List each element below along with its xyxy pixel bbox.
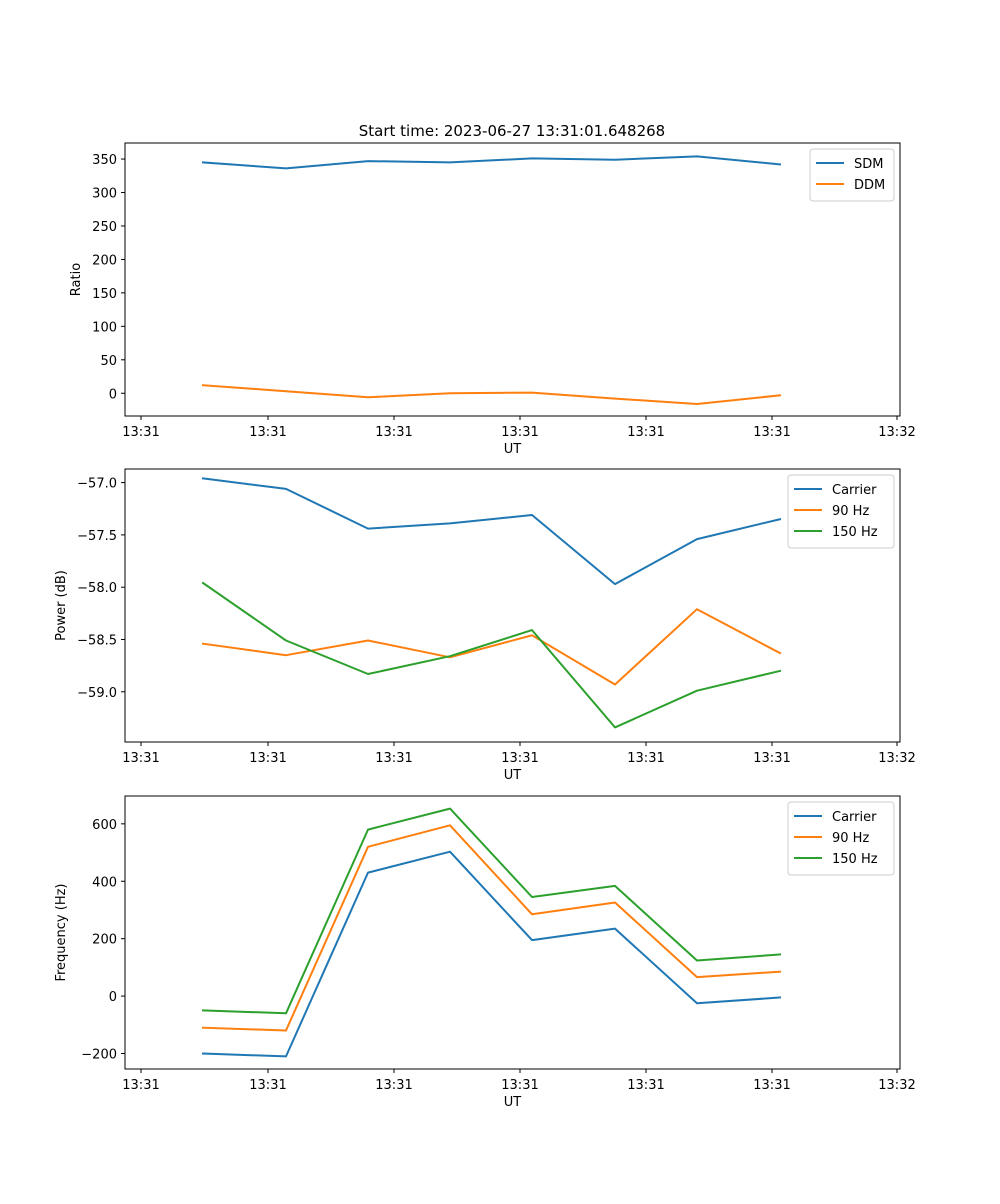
y-tick-label: 600	[92, 818, 117, 833]
legend-label: 150 Hz	[832, 852, 878, 867]
x-axis-label: UT	[504, 442, 522, 457]
legend: Carrier 90 Hz 150 Hz	[788, 475, 894, 548]
x-tick-label: 13:31	[249, 751, 286, 766]
y-tick-label: 200	[92, 933, 117, 948]
y-axis-label: Power (dB)	[54, 570, 69, 641]
chart-title: Start time: 2023-06-27 13:31:01.648268	[359, 122, 665, 140]
y-tick-label: 0	[109, 990, 117, 1005]
y-tick-label: 350	[92, 153, 117, 168]
x-tick-label: 13:32	[878, 1078, 915, 1093]
x-tick-label: 13:31	[249, 425, 286, 440]
x-tick-label: 13:31	[249, 1078, 286, 1093]
x-tick-label: 13:31	[627, 751, 664, 766]
y-tick-label: −57.5	[77, 529, 117, 544]
x-axis-label: UT	[504, 1095, 522, 1110]
x-tick-label: 13:31	[627, 1078, 664, 1093]
x-tick-label: 13:31	[501, 1078, 538, 1093]
x-tick-label: 13:31	[753, 425, 790, 440]
y-tick-label: −58.0	[77, 581, 117, 596]
y-tick-label: −58.5	[77, 633, 117, 648]
legend-label: Carrier	[832, 810, 877, 825]
x-tick-label: 13:31	[375, 751, 412, 766]
y-tick-label: −200	[81, 1047, 117, 1062]
y-tick-label: 200	[92, 253, 117, 268]
legend-label: 90 Hz	[832, 831, 869, 846]
x-tick-label: 13:31	[501, 425, 538, 440]
y-tick-label: 300	[92, 187, 117, 202]
x-tick-label: 13:32	[878, 751, 915, 766]
legend-label: DDM	[854, 178, 885, 193]
legend: Carrier 90 Hz 150 Hz	[788, 802, 894, 875]
x-tick-label: 13:31	[375, 425, 412, 440]
x-tick-label: 13:31	[375, 1078, 412, 1093]
y-tick-label: −57.0	[77, 477, 117, 492]
legend-label: SDM	[854, 157, 883, 172]
x-tick-label: 13:32	[878, 425, 915, 440]
y-tick-label: 400	[92, 875, 117, 890]
y-axis-label: Frequency (Hz)	[54, 883, 69, 981]
x-tick-label: 13:31	[501, 751, 538, 766]
y-tick-label: 250	[92, 220, 117, 235]
legend: SDM DDM	[810, 149, 894, 201]
x-axis-label: UT	[504, 768, 522, 783]
y-tick-label: 0	[109, 387, 117, 402]
legend-label: 150 Hz	[832, 525, 878, 540]
x-tick-label: 13:31	[122, 1078, 159, 1093]
legend-label: 90 Hz	[832, 504, 869, 519]
x-tick-label: 13:31	[122, 425, 159, 440]
x-tick-label: 13:31	[753, 751, 790, 766]
y-tick-label: 150	[92, 287, 117, 302]
x-tick-label: 13:31	[627, 425, 664, 440]
x-tick-label: 13:31	[122, 751, 159, 766]
x-tick-label: 13:31	[753, 1078, 790, 1093]
y-axis-label: Ratio	[69, 263, 84, 296]
y-tick-label: −59.0	[77, 686, 117, 701]
y-tick-label: 50	[100, 354, 117, 369]
legend-label: Carrier	[832, 483, 877, 498]
y-tick-label: 100	[92, 320, 117, 335]
